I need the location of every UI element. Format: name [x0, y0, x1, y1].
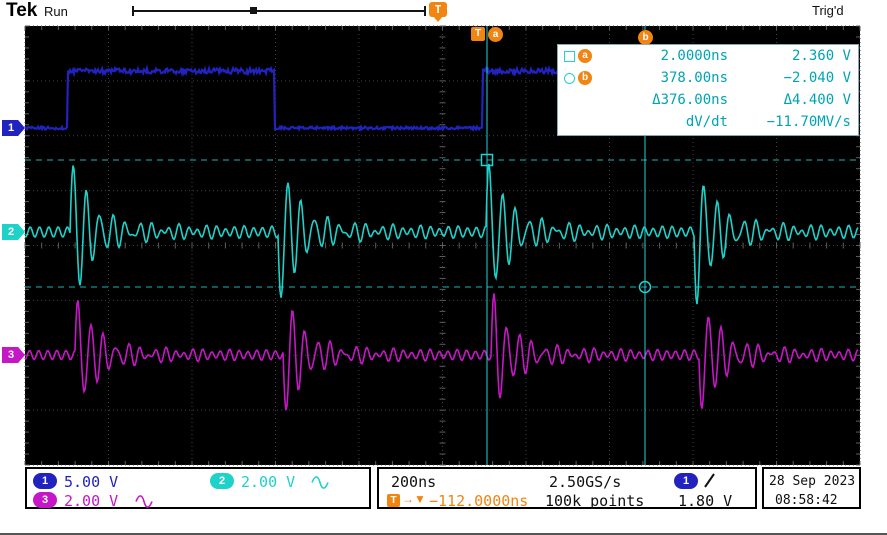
cursor-b-time: 378.00ns: [610, 70, 728, 86]
sample-rate-readout: 2.50GS/s: [549, 473, 621, 491]
time-readout: 08:58:42: [775, 493, 838, 508]
record-view-bar: [133, 10, 425, 12]
cursor-delta-row: Δ376.00ns Δ4.400 V: [558, 89, 858, 111]
record-view-left-bracket: [132, 6, 134, 16]
cursor-b-row: b 378.00ns −2.040 V: [558, 67, 858, 89]
ch2-scale: 2.00 V: [241, 473, 295, 491]
record-view-window-marker: [250, 7, 257, 14]
cursor-b-badge: b: [578, 71, 592, 85]
vertical-scale-readout[interactable]: 1 5.00 V 2 2.00 V 3 2.00 V: [25, 467, 371, 509]
ch3-sine-coupling-icon: [135, 495, 153, 508]
tek-logo: Tek: [6, 0, 37, 22]
ch1-scale: 5.00 V: [64, 473, 118, 491]
horizontal-readout[interactable]: 200ns 2.50GS/s 1 T →▼ −112.0000ns 100k p…: [377, 467, 757, 509]
delay-t-icon: T: [387, 494, 400, 507]
timebase-readout: 200ns: [391, 473, 436, 491]
trigger-source-badge[interactable]: 1: [674, 473, 698, 489]
date-readout: 28 Sep 2023: [769, 474, 855, 489]
trigger-position-flag[interactable]: T: [429, 2, 447, 17]
record-length-readout: 100k points: [545, 492, 644, 510]
cursor-b-voltage: −2.040 V: [728, 70, 851, 86]
cursor-a-badge: a: [578, 49, 592, 63]
ch2-sine-coupling-icon: [311, 476, 329, 489]
trigger-level-readout: 1.80 V: [678, 492, 732, 510]
cursor-a-trigger-flag: T: [471, 27, 485, 41]
delay-readout: −112.0000ns: [429, 492, 528, 510]
cursor-b-flag[interactable]: b: [638, 30, 653, 45]
cursor-a-time: 2.0000ns: [610, 48, 728, 64]
ch3-badge[interactable]: 3: [33, 492, 57, 508]
ch2-badge[interactable]: 2: [210, 473, 234, 489]
cursor-a-flag[interactable]: a: [488, 27, 503, 42]
trigger-status: Trig'd: [812, 3, 844, 18]
cursor-delta-voltage: Δ4.400 V: [728, 92, 851, 108]
dvdt-value: −11.70MV/s: [728, 114, 851, 130]
dvdt-row: dV/dt −11.70MV/s: [558, 111, 858, 133]
dvdt-label: dV/dt: [610, 114, 728, 130]
rising-edge-icon: [703, 472, 717, 489]
record-view-right-bracket: [424, 6, 426, 16]
cursor-b-circle-icon: [564, 73, 575, 84]
ch1-badge[interactable]: 1: [33, 473, 57, 489]
acquisition-status: Run: [44, 4, 68, 19]
cursor-a-voltage: 2.360 V: [728, 48, 851, 64]
cursor-a-square-icon: [564, 51, 575, 62]
cursor-a-row: a 2.0000ns 2.360 V: [558, 45, 858, 67]
ch3-scale: 2.00 V: [64, 492, 118, 510]
trigger-position-flag-pointer: [433, 16, 443, 22]
cursor-delta-time: Δ376.00ns: [610, 92, 728, 108]
datetime-readout: 28 Sep 2023 08:58:42: [762, 467, 861, 509]
delay-arrow-icon: →▼: [402, 492, 426, 506]
cursor-readout-panel: a 2.0000ns 2.360 V b 378.00ns −2.040 V Δ…: [557, 44, 859, 136]
oscilloscope-screen: Tek Run Trig'd T T a b 1 2 3 a 2.0000ns …: [0, 0, 887, 535]
